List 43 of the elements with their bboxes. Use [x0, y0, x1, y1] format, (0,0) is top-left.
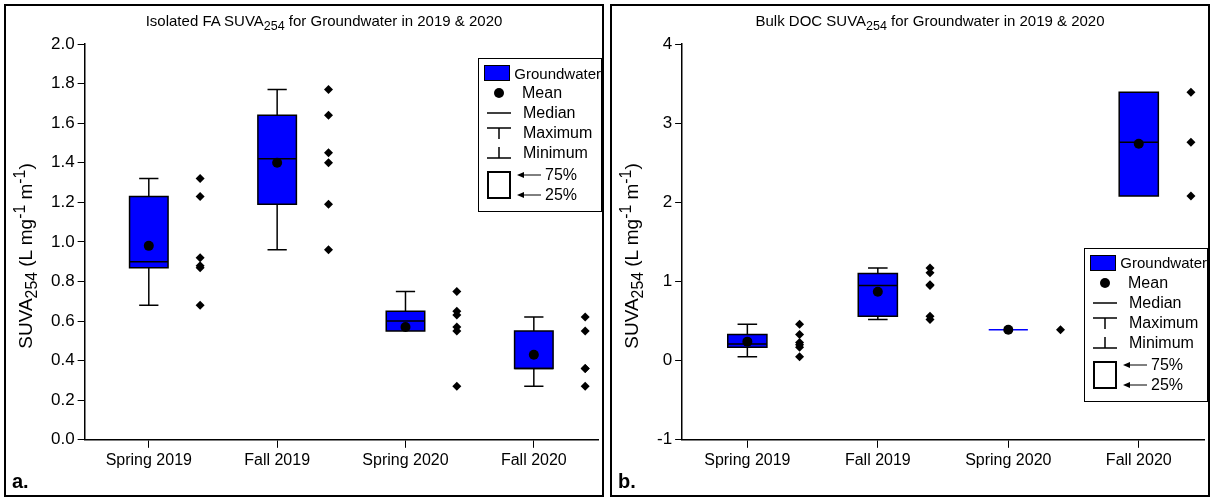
annotation: Median [523, 104, 576, 122]
y-tick-label: 0.0 [50, 429, 75, 449]
legend-label: Mean [522, 84, 563, 102]
y-tick-label: 2.0 [50, 33, 75, 53]
x-tick-label: Spring 2020 [362, 450, 449, 468]
annotation: 75% [545, 166, 578, 184]
text: b. [618, 470, 636, 493]
y-tick-label: 1.6 [50, 112, 75, 132]
annotation: Minimum [523, 144, 588, 162]
annotation: Median [1129, 293, 1182, 312]
y-tick-label: 4 [662, 33, 673, 53]
y-tick-label: 1.2 [50, 192, 75, 212]
y-tick-label: 2 [662, 192, 673, 212]
annotation: 25% [1151, 375, 1184, 394]
y-tick-label: 3 [662, 112, 673, 132]
chart-title: Bulk DOC SUVA$_{254}$ for Groundwater in 2019 & 2020 [754, 12, 1106, 33]
chart-title: Isolated FA SUVA$_{254}$ for Groundwater in 2019 & 2020 [144, 12, 504, 33]
y-tick-label: 0.2 [50, 389, 75, 409]
y-tick-label: 1 [662, 271, 673, 291]
y-tick-label: 1.0 [50, 231, 75, 251]
y-tick-label: -1 [656, 429, 673, 449]
x-tick-label: Fall 2019 [244, 450, 311, 468]
x-tick-label: Fall 2019 [844, 450, 911, 468]
text: a. [12, 470, 29, 493]
y-tick-label: 1.4 [50, 152, 75, 172]
x-tick-label: Fall 2020 [1105, 450, 1172, 468]
y-tick-label: 0.4 [50, 350, 75, 370]
legend-label: Mean [1128, 273, 1169, 292]
annotation: 25% [545, 186, 578, 204]
y-tick-label: 0 [662, 350, 673, 370]
y-tick-label: 1.8 [50, 73, 75, 93]
x-tick-label: Spring 2020 [965, 450, 1052, 468]
x-tick-label: Spring 2019 [105, 450, 193, 468]
x-tick-label: Fall 2020 [500, 450, 567, 468]
annotation: Maximum [1129, 313, 1199, 332]
legend-label: Groundwater [1120, 254, 1207, 272]
legend-label: Groundwater [514, 64, 601, 82]
annotation: Maximum [523, 124, 593, 142]
annotation: 75% [1151, 355, 1184, 374]
annotation: Minimum [1129, 333, 1194, 352]
y-tick-label: 0.6 [50, 310, 75, 330]
y-tick-label: 0.8 [50, 271, 75, 291]
x-tick-label: Spring 2019 [704, 450, 791, 468]
